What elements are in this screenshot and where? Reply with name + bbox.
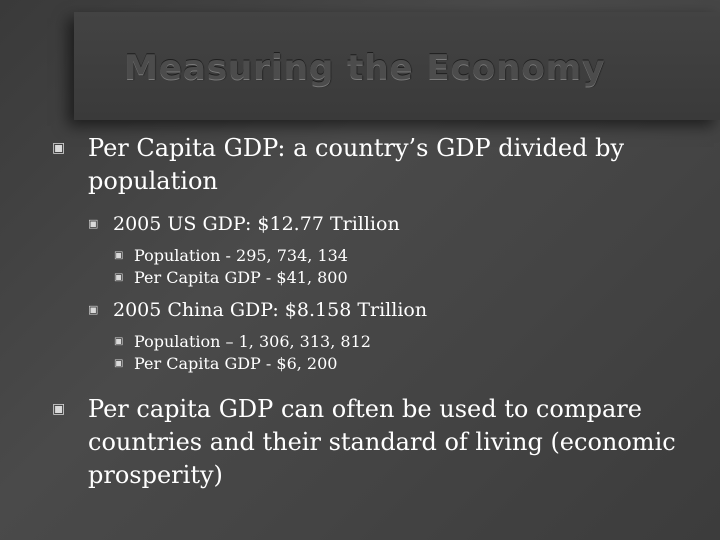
sub-bullet-text: 2005 China GDP: $8.158 Trillion [113, 299, 428, 321]
bullet-item: ▣ Per Capita GDP: a country’s GDP divide… [50, 132, 690, 198]
square-bullet-icon: ▣ [52, 401, 66, 417]
title-panel [74, 12, 720, 120]
bullet-text: Per Capita GDP: a country’s GDP divided … [88, 134, 625, 195]
sub-bullet-item: ▣ 2005 US GDP: $12.77 Trillion [50, 211, 690, 237]
sub-sub-bullet-text: Population – 1, 306, 313, 812 [134, 332, 371, 351]
sub-sub-bullet-item: ▣ Per Capita GDP - $6, 200 [50, 353, 690, 375]
slide-body: ▣ Per Capita GDP: a country’s GDP divide… [50, 132, 690, 492]
sub-sub-bullet-text: Population - 295, 734, 134 [134, 246, 348, 265]
square-bullet-icon: ▣ [88, 303, 99, 316]
square-bullet-icon: ▣ [114, 272, 124, 283]
slide-title: Measuring the Economy [124, 48, 606, 88]
sub-bullet-item: ▣ 2005 China GDP: $8.158 Trillion [50, 297, 690, 323]
sub-sub-bullet-item: ▣ Population - 295, 734, 134 [50, 245, 690, 267]
sub-sub-bullet-item: ▣ Population – 1, 306, 313, 812 [50, 331, 690, 353]
bullet-item: ▣ Per capita GDP can often be used to co… [50, 393, 690, 492]
sub-sub-bullet-text: Per Capita GDP - $41, 800 [134, 268, 348, 287]
square-bullet-icon: ▣ [114, 250, 124, 261]
square-bullet-icon: ▣ [52, 140, 66, 156]
square-bullet-icon: ▣ [114, 336, 124, 347]
sub-bullet-text: 2005 US GDP: $12.77 Trillion [113, 213, 400, 235]
square-bullet-icon: ▣ [114, 358, 124, 369]
sub-sub-bullet-text: Per Capita GDP - $6, 200 [134, 354, 338, 373]
sub-sub-bullet-item: ▣ Per Capita GDP - $41, 800 [50, 267, 690, 289]
square-bullet-icon: ▣ [88, 217, 99, 230]
bullet-text: Per capita GDP can often be used to comp… [88, 395, 676, 489]
